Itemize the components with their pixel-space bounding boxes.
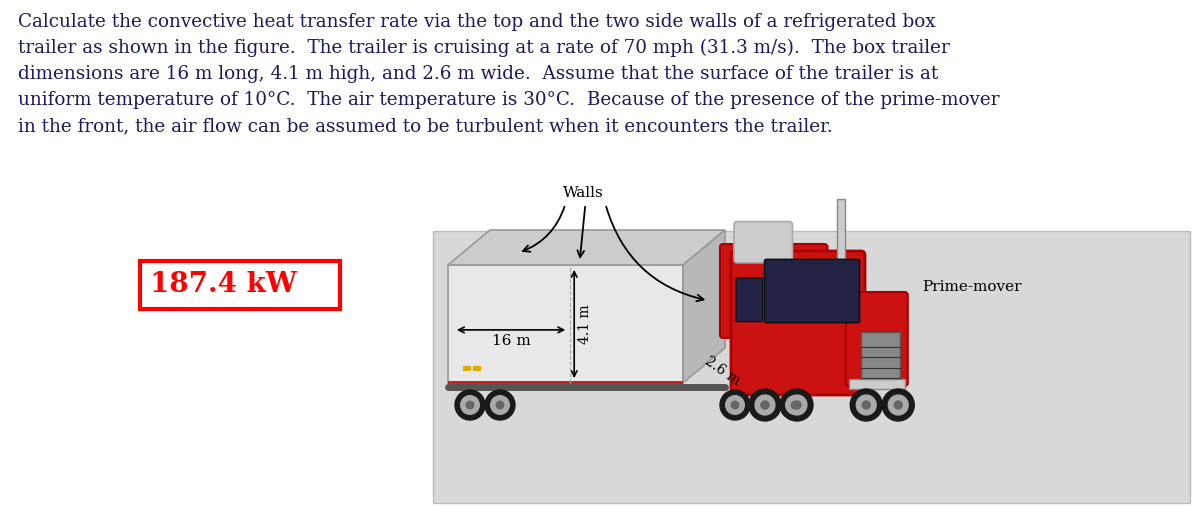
FancyBboxPatch shape — [734, 222, 792, 263]
Text: trailer as shown in the figure.  The trailer is cruising at a rate of 70 mph (31: trailer as shown in the figure. The trai… — [18, 39, 949, 57]
Circle shape — [863, 401, 870, 409]
Circle shape — [720, 390, 750, 420]
Circle shape — [857, 395, 876, 415]
Text: 16 m: 16 m — [492, 334, 530, 348]
Circle shape — [485, 390, 515, 420]
Circle shape — [731, 401, 739, 409]
Text: uniform temperature of 10°C.  The air temperature is 30°C.  Because of the prese: uniform temperature of 10°C. The air tem… — [18, 91, 1000, 109]
FancyBboxPatch shape — [764, 260, 859, 322]
Text: dimensions are 16 m long, 4.1 m high, and 2.6 m wide.  Assume that the surface o: dimensions are 16 m long, 4.1 m high, an… — [18, 65, 938, 83]
Polygon shape — [448, 230, 725, 265]
Circle shape — [793, 401, 802, 409]
Circle shape — [894, 401, 902, 409]
FancyBboxPatch shape — [862, 332, 900, 383]
Circle shape — [461, 396, 479, 414]
Text: 2.6 m: 2.6 m — [702, 354, 742, 388]
Text: Walls: Walls — [563, 186, 604, 200]
Bar — [473, 366, 481, 371]
Text: Calculate the convective heat transfer rate via the top and the two side walls o: Calculate the convective heat transfer r… — [18, 13, 936, 31]
Bar — [848, 379, 905, 389]
Circle shape — [791, 401, 799, 409]
Circle shape — [851, 389, 882, 421]
Circle shape — [749, 389, 781, 421]
Bar — [448, 381, 683, 387]
Circle shape — [467, 401, 474, 409]
Circle shape — [755, 395, 775, 415]
FancyBboxPatch shape — [736, 278, 762, 321]
Bar — [448, 265, 683, 383]
Circle shape — [761, 401, 769, 409]
Text: Prime-mover: Prime-mover — [922, 280, 1021, 294]
Circle shape — [491, 396, 509, 414]
Circle shape — [781, 389, 814, 421]
Circle shape — [786, 396, 804, 414]
Circle shape — [888, 395, 908, 415]
Circle shape — [756, 396, 774, 414]
Text: 187.4 kW: 187.4 kW — [150, 271, 298, 298]
Text: 4.1 m: 4.1 m — [578, 304, 593, 344]
FancyBboxPatch shape — [140, 261, 340, 309]
Bar — [463, 366, 470, 371]
Circle shape — [497, 401, 504, 409]
FancyBboxPatch shape — [731, 251, 865, 395]
Circle shape — [455, 390, 485, 420]
Circle shape — [882, 389, 914, 421]
Circle shape — [787, 395, 806, 415]
Polygon shape — [683, 230, 725, 383]
FancyBboxPatch shape — [720, 244, 828, 338]
Text: in the front, the air flow can be assumed to be turbulent when it encounters the: in the front, the air flow can be assume… — [18, 117, 833, 135]
FancyBboxPatch shape — [846, 292, 907, 386]
Circle shape — [726, 396, 744, 414]
Circle shape — [780, 390, 810, 420]
Circle shape — [750, 390, 780, 420]
FancyBboxPatch shape — [433, 231, 1190, 503]
Bar — [836, 199, 845, 303]
Circle shape — [761, 401, 769, 409]
